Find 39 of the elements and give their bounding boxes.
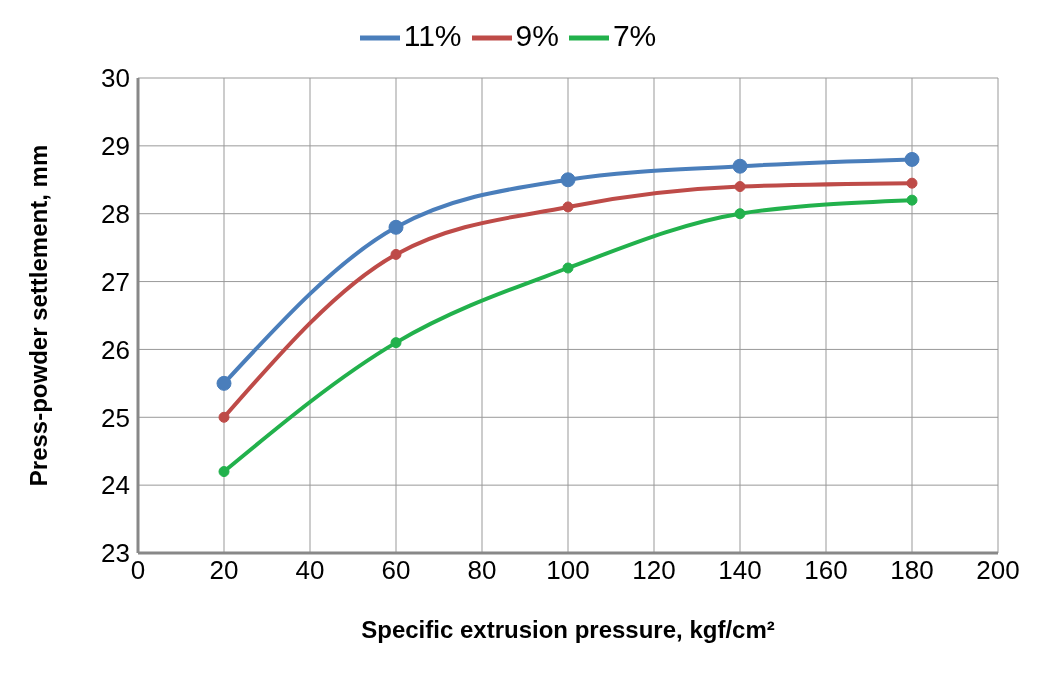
y-tick-label: 26: [101, 334, 130, 365]
legend-label: 9%: [515, 18, 559, 52]
y-tick-label: 30: [101, 63, 130, 94]
x-tick-label: 140: [718, 555, 762, 586]
point: [218, 466, 230, 478]
y-tick-label: 23: [101, 538, 130, 569]
legend-label: 7%: [612, 18, 657, 52]
y-axis-title: Press-powder settlement, mm: [24, 144, 52, 487]
x-tick-label: 80: [467, 555, 497, 586]
y-tick-label: 28: [101, 198, 130, 229]
y-tick-label: 25: [101, 402, 130, 433]
x-axis-title: Specific extrusion pressure, kgf/cm²: [361, 616, 775, 643]
y-tick-label: 29: [101, 131, 130, 162]
point: [216, 375, 232, 391]
x-tick-label: 20: [209, 555, 239, 586]
point: [906, 177, 918, 189]
point: [560, 172, 576, 188]
point: [906, 194, 918, 206]
point: [732, 158, 748, 174]
point: [390, 248, 402, 260]
point: [734, 181, 746, 193]
point: [734, 208, 746, 220]
point: [562, 262, 574, 274]
x-tick-label: 160: [804, 555, 848, 586]
x-tick-label: 100: [546, 555, 590, 586]
point: [218, 411, 230, 423]
point: [562, 201, 574, 213]
x-tick-label: 40: [295, 555, 325, 586]
point: [904, 151, 920, 167]
legend-label: 11%: [403, 18, 462, 52]
x-tick-label: 200: [976, 555, 1020, 586]
x-tick-label: 180: [890, 555, 934, 586]
y-tick-label: 24: [101, 470, 130, 501]
point: [388, 219, 404, 235]
x-tick-label: 0: [130, 555, 146, 586]
point: [390, 337, 402, 349]
x-tick-label: 60: [381, 555, 411, 586]
x-tick-label: 120: [632, 555, 676, 586]
y-tick-label: 27: [101, 266, 130, 297]
